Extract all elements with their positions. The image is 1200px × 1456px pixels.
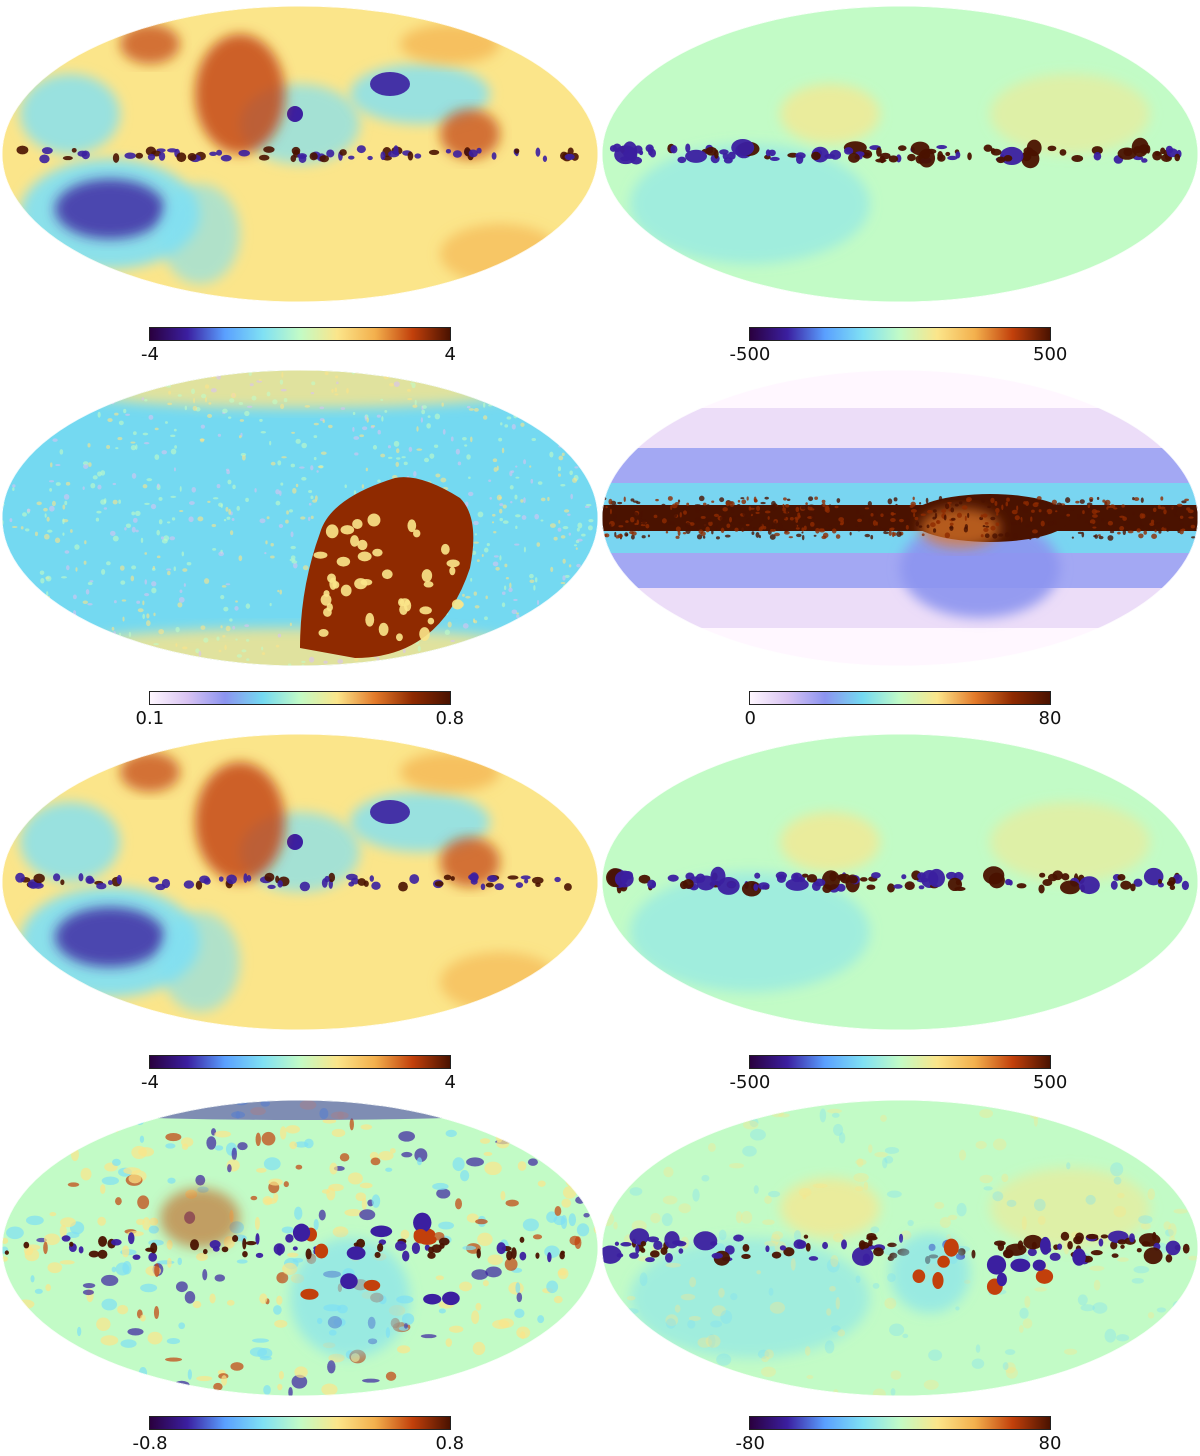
mollweide-map	[2, 1100, 598, 1396]
colorbar	[149, 1416, 451, 1430]
colorbar-min-label: -4	[141, 344, 159, 365]
colorbar-min-label: -80	[735, 1433, 765, 1454]
mollweide-map	[602, 734, 1198, 1030]
colorbar	[749, 327, 1051, 341]
map-panel-row1-right: -500 500	[600, 0, 1200, 365]
map-panel-row3-left: -4 4	[0, 728, 600, 1093]
map-panel-row2-right: 0 80	[600, 364, 1200, 729]
colorbar	[749, 691, 1051, 705]
colorbar-max-label: 500	[1033, 344, 1068, 365]
colorbar-max-label: 0.8	[435, 708, 465, 729]
map-panel-row1-left: -4 4	[0, 0, 600, 365]
colorbar-max-label: 80	[1038, 1433, 1062, 1454]
colorbar-min-label: -4	[141, 1072, 159, 1093]
colorbar-max-label: 4	[444, 1072, 456, 1093]
colorbar-min-label: 0.1	[135, 708, 165, 729]
colorbar-max-label: 500	[1033, 1072, 1068, 1093]
map-panel-row4-right: -80 80	[600, 1092, 1200, 1456]
mollweide-map	[602, 6, 1198, 302]
mollweide-map	[602, 370, 1198, 666]
colorbar	[749, 1416, 1051, 1430]
map-panel-row3-right: -500 500	[600, 728, 1200, 1093]
colorbar-min-label: -0.8	[132, 1433, 168, 1454]
mollweide-map	[2, 734, 598, 1030]
colorbar	[149, 691, 451, 705]
colorbar	[149, 327, 451, 341]
colorbar-min-label: 0	[744, 708, 756, 729]
map-panel-row2-left: 0.1 0.8	[0, 364, 600, 729]
colorbar-min-label: -500	[729, 344, 771, 365]
mollweide-map	[602, 1100, 1198, 1396]
colorbar-max-label: 4	[444, 344, 456, 365]
map-panel-row4-left: -0.8 0.8	[0, 1092, 600, 1456]
colorbar-max-label: 0.8	[435, 1433, 465, 1454]
mollweide-map	[2, 370, 598, 666]
colorbar	[749, 1055, 1051, 1069]
mollweide-map	[2, 6, 598, 302]
colorbar-max-label: 80	[1038, 708, 1062, 729]
colorbar-min-label: -500	[729, 1072, 771, 1093]
colorbar	[149, 1055, 451, 1069]
